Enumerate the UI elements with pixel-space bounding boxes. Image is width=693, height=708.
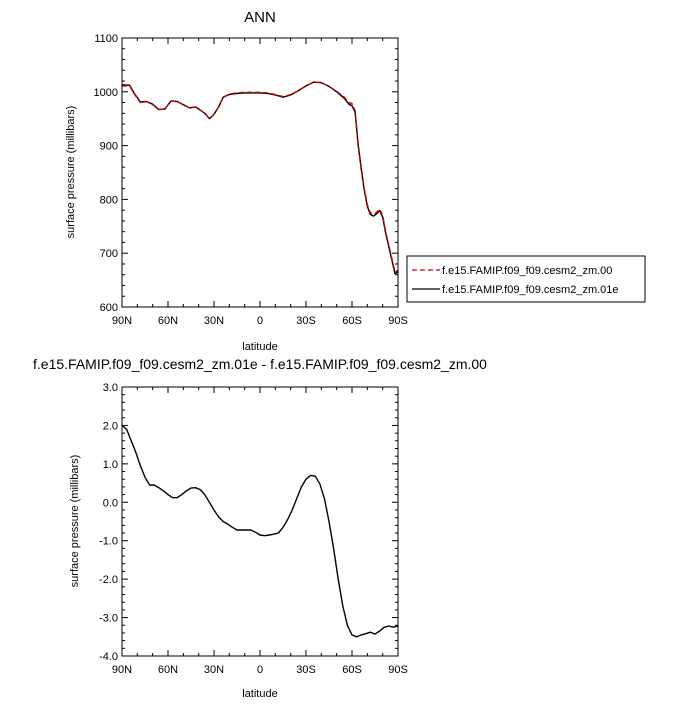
panel-top: ANN surface pressure (millibars) latitud… [65, 9, 408, 353]
top-series-line-0 [121, 81, 399, 275]
bottom-y-tick-label: 0.0 [103, 497, 118, 509]
bottom-y-tick-label: 1.0 [103, 459, 118, 471]
bottom-y-tick-label: 2.0 [103, 420, 118, 432]
bottom-series-line-0 [121, 424, 399, 638]
legend-label-01e: f.e15.FAMIP.f09_f09.cesm2_zm.01e [442, 284, 619, 296]
top-y-tick-label: 600 [100, 302, 118, 314]
top-title: ANN [244, 9, 276, 26]
top-x-tick-label: 30S [296, 315, 316, 327]
bottom-x-tick-label: 60S [342, 664, 362, 676]
panel-bottom: f.e15.FAMIP.f09_f09.cesm2_zm.01e - f.e15… [33, 356, 487, 700]
bottom-axis-ticks: 90N 60N 30N 0 30S 60S 90S -4.0 -3.0 -2.0 -1.0 0.0 1.… [99, 382, 408, 676]
top-x-tick-label: 90S [388, 315, 408, 327]
top-y-tick-label: 1100 [94, 33, 118, 45]
top-axis-ticks: 90N 60N 30N 0 30S 60S 90S 600 700 800 900 1000 1100 [94, 33, 408, 327]
bottom-y-tick-label: -4.0 [99, 651, 118, 663]
legend-label-00: f.e15.FAMIP.f09_f09.cesm2_zm.00 [442, 265, 612, 277]
bottom-x-tick-label: 60N [158, 664, 178, 676]
top-y-tick-label: 800 [100, 194, 118, 206]
top-x-tick-label: 60N [158, 315, 178, 327]
bottom-x-tick-label: 0 [257, 664, 263, 676]
legend-box [406, 255, 646, 303]
top-x-tick-label: 0 [257, 315, 263, 327]
bottom-y-axis-label: surface pressure (millibars) [69, 455, 81, 588]
top-x-tick-label: 90N [112, 315, 132, 327]
bottom-x-tick-label: 30S [296, 664, 316, 676]
top-plot-frame [121, 37, 399, 308]
bottom-x-tick-label: 90N [112, 664, 132, 676]
legend: f.e15.FAMIP.f09_f09.cesm2_zm.00 f.e15.FA… [406, 255, 646, 303]
top-y-tick-label: 700 [100, 248, 118, 260]
bottom-title: f.e15.FAMIP.f09_f09.cesm2_zm.01e - f.e15… [33, 356, 487, 372]
top-y-tick-label: 1000 [94, 87, 118, 99]
bottom-series-lines [121, 424, 399, 638]
bottom-y-tick-label: 3.0 [103, 382, 118, 394]
top-x-axis-label: latitude [242, 341, 277, 353]
top-y-axis-label: surface pressure (millibars) [65, 106, 77, 239]
bottom-x-tick-label: 30N [204, 664, 224, 676]
top-x-tick-label: 30N [204, 315, 224, 327]
top-x-tick-label: 60S [342, 315, 362, 327]
bottom-y-tick-label: -1.0 [99, 536, 118, 548]
top-series-lines [121, 81, 399, 275]
top-y-tick-label: 900 [100, 141, 118, 153]
bottom-x-axis-label: latitude [242, 688, 277, 700]
bottom-y-tick-label: -2.0 [99, 574, 118, 586]
bottom-x-tick-label: 90S [388, 664, 408, 676]
bottom-y-tick-label: -3.0 [99, 613, 118, 625]
top-series-line-1 [122, 81, 399, 273]
bottom-plot-frame [121, 386, 399, 657]
